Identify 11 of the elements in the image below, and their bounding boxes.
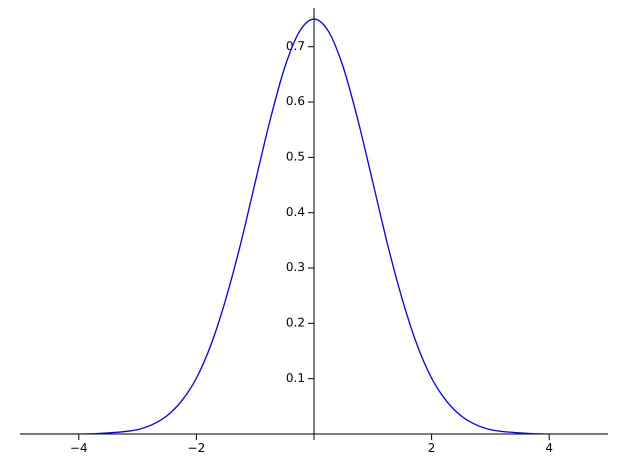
y-tick-label: 0.4 xyxy=(286,204,305,219)
y-tick-label: 0.6 xyxy=(286,94,305,108)
y-tick-label: 0.3 xyxy=(286,260,305,274)
x-tick-label: 4 xyxy=(545,441,554,456)
line-series xyxy=(20,18,608,434)
y-tick-label: 0.1 xyxy=(286,370,305,385)
x-tick-label: −2 xyxy=(188,441,206,456)
y-tick-label: 0.2 xyxy=(286,315,305,330)
y-tick-label: 0.5 xyxy=(286,150,305,164)
x-tick-label: −4 xyxy=(70,441,88,456)
x-tick-label: 2 xyxy=(428,441,436,456)
